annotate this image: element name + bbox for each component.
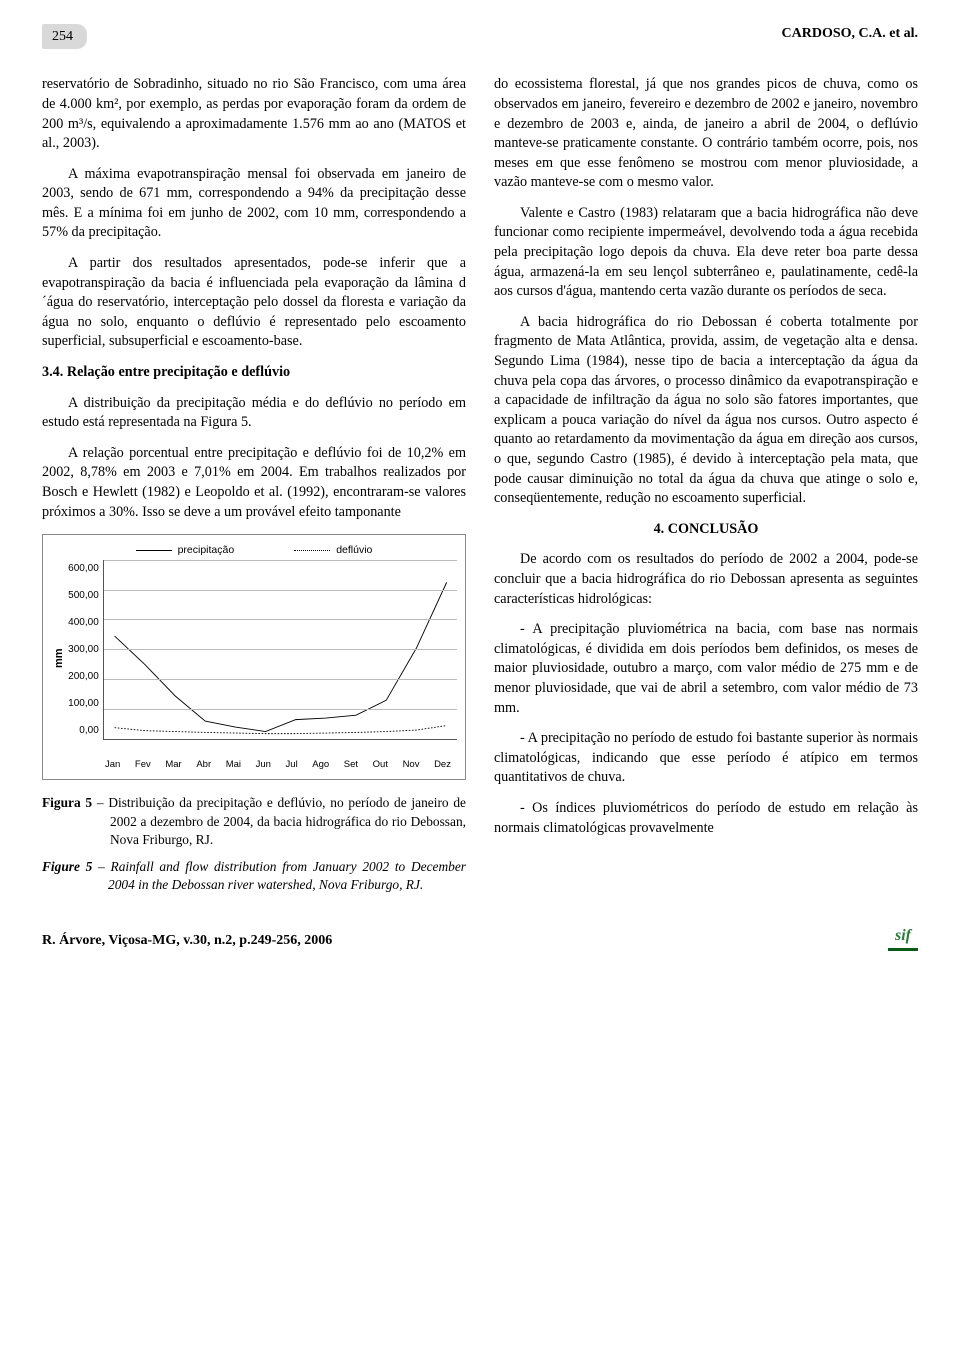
left-column: reservatório de Sobradinho, situado no r… <box>42 75 466 894</box>
x-tick: Out <box>373 758 388 771</box>
x-tick: Ago <box>312 758 329 771</box>
body-paragraph: A máxima evapotranspiração mensal foi ob… <box>42 165 466 243</box>
y-tick: 100,00 <box>68 697 99 711</box>
y-tick: 500,00 <box>68 589 99 603</box>
y-axis-ticks: 600,00 500,00 400,00 300,00 200,00 100,00 0,00 <box>68 562 103 738</box>
caption-label: Figura 5 <box>42 795 92 810</box>
x-tick: Dez <box>434 758 451 771</box>
header-authors: CARDOSO, C.A. et al. <box>782 24 919 43</box>
right-column: do ecossistema florestal, já que nos gra… <box>494 75 918 894</box>
body-paragraph: Valente e Castro (1983) relataram que a … <box>494 204 918 302</box>
section-heading-4: 4. CONCLUSÃO <box>494 520 918 540</box>
legend-line-dashed-icon <box>294 550 330 551</box>
body-paragraph: A partir dos resultados apresentados, po… <box>42 254 466 352</box>
x-tick: Nov <box>403 758 420 771</box>
body-paragraph: De acordo com os resultados do período d… <box>494 550 918 609</box>
sif-logo-icon: sif <box>888 925 918 951</box>
body-paragraph: - Os índices pluviométricos do período d… <box>494 799 918 838</box>
grid-line <box>104 709 457 710</box>
body-paragraph: A relação porcentual entre precipitação … <box>42 444 466 522</box>
body-paragraph: A bacia hidrográfica do rio Debossan é c… <box>494 313 918 509</box>
figure-5-caption-pt: Figura 5 – Distribuição da precipitação … <box>42 794 466 850</box>
legend-item-defluvio: deflúvio <box>294 543 372 557</box>
series-defluvio <box>114 725 446 733</box>
y-tick: 200,00 <box>68 670 99 684</box>
body-paragraph: reservatório de Sobradinho, situado no r… <box>42 75 466 153</box>
x-tick: Set <box>344 758 358 771</box>
x-tick: Jun <box>256 758 271 771</box>
grid-line <box>104 679 457 680</box>
legend-line-solid-icon <box>136 550 172 551</box>
x-tick: Mai <box>226 758 241 771</box>
y-axis-label: mm <box>51 560 68 756</box>
y-tick: 0,00 <box>68 724 99 738</box>
grid-line <box>104 619 457 620</box>
legend-item-precip: precipitação <box>136 543 235 557</box>
legend-label: precipitação <box>178 543 235 557</box>
body-paragraph: do ecossistema florestal, já que nos gra… <box>494 75 918 193</box>
y-tick: 300,00 <box>68 643 99 657</box>
section-heading-3-4: 3.4. Relação entre precipitação e deflúv… <box>42 363 466 383</box>
y-tick: 400,00 <box>68 616 99 630</box>
grid-line <box>104 560 457 561</box>
caption-text: – Distribuição da precipitação e deflúvi… <box>92 795 466 847</box>
page-number-box: 254 <box>42 24 87 49</box>
x-tick: Abr <box>196 758 211 771</box>
body-paragraph: A distribuição da precipitação média e d… <box>42 394 466 433</box>
figure-5-caption-en: Figure 5 – Rainfall and flow distributio… <box>42 858 466 895</box>
chart-legend: precipitação deflúvio <box>51 543 457 557</box>
footer-citation: R. Árvore, Viçosa-MG, v.30, n.2, p.249-2… <box>42 931 332 950</box>
page-footer: R. Árvore, Viçosa-MG, v.30, n.2, p.249-2… <box>42 925 918 951</box>
page-number: 254 <box>52 29 73 44</box>
chart-body: mm 600,00 500,00 400,00 300,00 200,00 100,00 0… <box>51 560 457 756</box>
body-paragraph: - A precipitação pluviométrica na bacia,… <box>494 620 918 718</box>
two-column-layout: reservatório de Sobradinho, situado no r… <box>42 75 918 894</box>
caption-label: Figure 5 <box>42 859 92 874</box>
y-tick: 600,00 <box>68 562 99 576</box>
legend-label: deflúvio <box>336 543 372 557</box>
x-tick: Mar <box>165 758 181 771</box>
figure-5-chart: precipitação deflúvio mm 600,00 500,00 400… <box>42 534 466 780</box>
x-axis-ticks: Jan Fev Mar Abr Mai Jun Jul Ago Set Out Nov Dez <box>105 758 451 771</box>
x-tick: Jul <box>286 758 298 771</box>
caption-text: – Rainfall and flow distribution from Ja… <box>92 859 466 893</box>
x-tick: Fev <box>135 758 151 771</box>
body-paragraph: - A precipitação no período de estudo fo… <box>494 729 918 788</box>
chart-plot-area <box>103 560 457 740</box>
x-tick: Jan <box>105 758 120 771</box>
grid-line <box>104 649 457 650</box>
grid-line <box>104 590 457 591</box>
page-header: 254 CARDOSO, C.A. et al. <box>42 24 918 49</box>
